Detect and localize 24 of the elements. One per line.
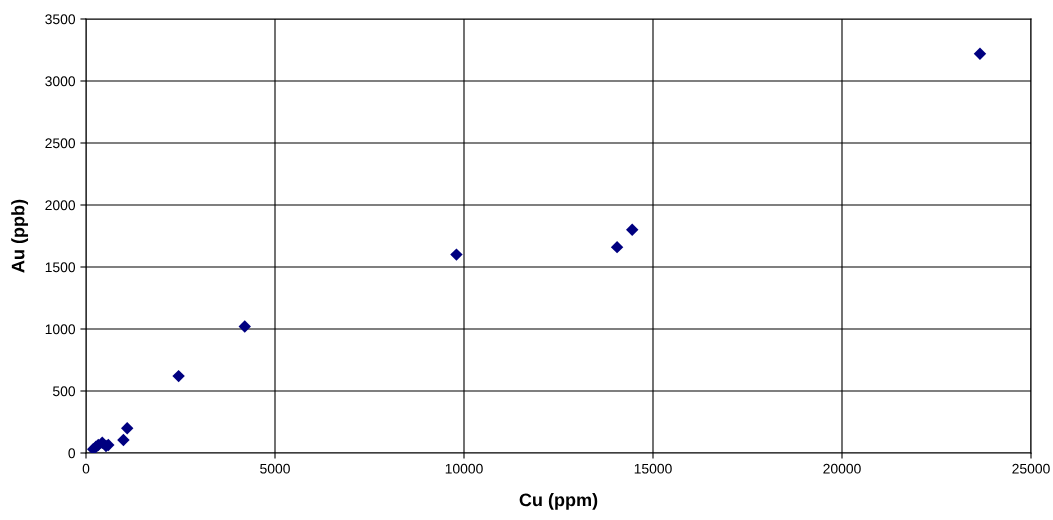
x-tick-label: 20000: [823, 463, 861, 474]
y-tick-label: 2000: [45, 200, 76, 211]
y-tick-label: 500: [52, 386, 76, 397]
x-axis-title: Cu (ppm): [519, 493, 598, 510]
x-tick-label: 0: [82, 463, 90, 474]
point: [450, 248, 463, 261]
y-tick-label: 3500: [45, 14, 76, 25]
y-tick-label: 2500: [45, 138, 76, 149]
point: [610, 240, 624, 254]
y-tick-label: 1000: [45, 324, 76, 335]
x-tick-label: 5000: [260, 463, 290, 474]
point: [238, 320, 251, 333]
point: [973, 47, 987, 60]
y-axis-title: Au (ppb): [11, 199, 29, 273]
point: [120, 421, 134, 435]
point: [117, 433, 130, 447]
point: [172, 369, 185, 383]
y-tick-label: 0: [68, 448, 76, 459]
x-tick-label: 10000: [445, 463, 483, 474]
y-tick-label: 1500: [45, 262, 76, 273]
y-tick-label: 3000: [45, 76, 76, 87]
point: [626, 223, 639, 237]
x-tick-label: 15000: [634, 463, 672, 474]
x-tick-label: 25000: [1012, 463, 1050, 474]
